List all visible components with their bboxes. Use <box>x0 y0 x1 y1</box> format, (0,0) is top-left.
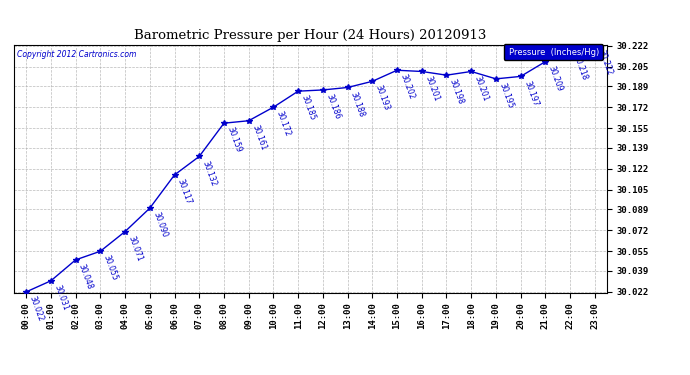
Text: Copyright 2012 Cartronics.com: Copyright 2012 Cartronics.com <box>17 50 136 59</box>
Text: 30.048: 30.048 <box>77 262 95 291</box>
Legend: Pressure  (Inches/Hg): Pressure (Inches/Hg) <box>504 44 603 60</box>
Text: 30.090: 30.090 <box>151 211 169 239</box>
Text: 30.161: 30.161 <box>250 123 268 152</box>
Text: 30.071: 30.071 <box>126 234 144 262</box>
Text: 30.202: 30.202 <box>398 73 416 101</box>
Text: 30.031: 30.031 <box>52 284 70 312</box>
Text: 30.132: 30.132 <box>201 159 218 187</box>
Text: 30.197: 30.197 <box>522 79 540 107</box>
Text: 30.198: 30.198 <box>448 78 465 106</box>
Text: 30.195: 30.195 <box>497 82 515 110</box>
Text: 30.055: 30.055 <box>101 254 119 282</box>
Text: 30.186: 30.186 <box>324 93 342 121</box>
Text: 30.201: 30.201 <box>423 74 441 102</box>
Text: 30.172: 30.172 <box>275 110 293 138</box>
Text: 30.022: 30.022 <box>28 295 45 322</box>
Text: 30.201: 30.201 <box>473 74 490 102</box>
Text: 30.209: 30.209 <box>546 64 564 93</box>
Text: 30.222: 30.222 <box>596 48 613 76</box>
Text: 30.185: 30.185 <box>299 94 317 122</box>
Text: 30.117: 30.117 <box>176 178 193 206</box>
Title: Barometric Pressure per Hour (24 Hours) 20120913: Barometric Pressure per Hour (24 Hours) … <box>135 30 486 42</box>
Text: 30.159: 30.159 <box>226 126 243 154</box>
Text: 30.188: 30.188 <box>349 90 366 118</box>
Text: 30.218: 30.218 <box>571 53 589 81</box>
Text: 30.193: 30.193 <box>374 84 391 112</box>
